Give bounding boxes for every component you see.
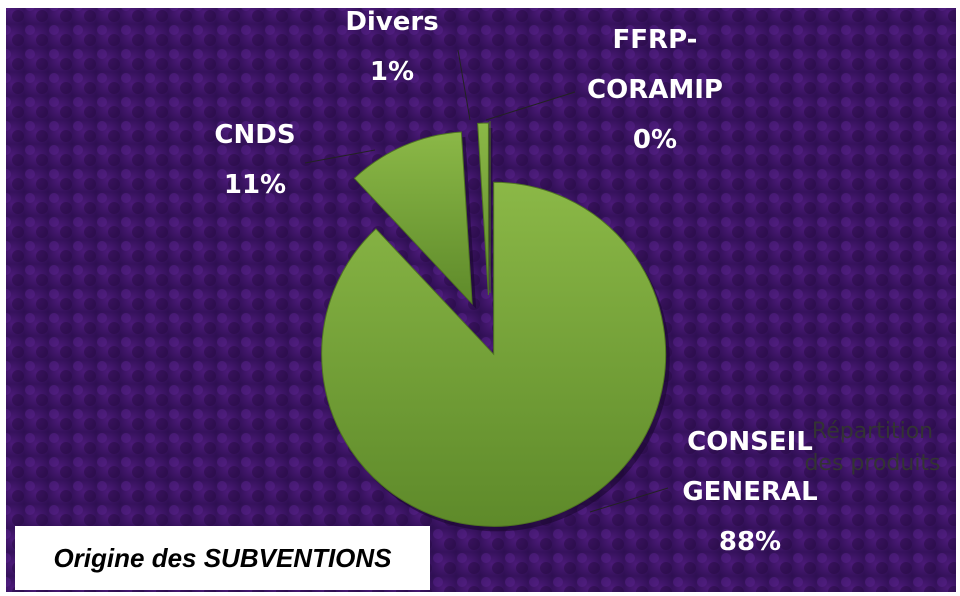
leader-line xyxy=(457,49,471,121)
category-label: CNDS xyxy=(214,120,296,150)
leader-line xyxy=(304,149,376,164)
slice-label: FFRP-CORAMIP 0% xyxy=(580,15,730,165)
title-box: Origine des SUBVENTIONS xyxy=(15,526,430,590)
value-label: 1% xyxy=(369,57,415,87)
category-label: Divers xyxy=(345,7,439,37)
subtitle: Répartition des produits xyxy=(804,419,941,476)
leader-line xyxy=(485,91,576,121)
chart-title: Origine des SUBVENTIONS xyxy=(53,542,392,573)
value-label: 88% xyxy=(718,527,782,557)
category-label: FFRP-CORAMIP xyxy=(587,25,723,105)
value-label: 0% xyxy=(632,125,678,155)
value-label: 11% xyxy=(223,170,287,200)
leader-lines xyxy=(304,49,669,513)
leader-line xyxy=(589,487,669,513)
slice-label: CONSEIL GENERAL 88% xyxy=(655,417,845,567)
slice-label: Divers 1% xyxy=(332,0,452,97)
slice xyxy=(321,181,667,527)
slice xyxy=(477,122,489,296)
slice-label: CNDS 11% xyxy=(195,110,315,210)
slice xyxy=(353,131,473,306)
category-label: CONSEIL GENERAL xyxy=(682,427,818,507)
